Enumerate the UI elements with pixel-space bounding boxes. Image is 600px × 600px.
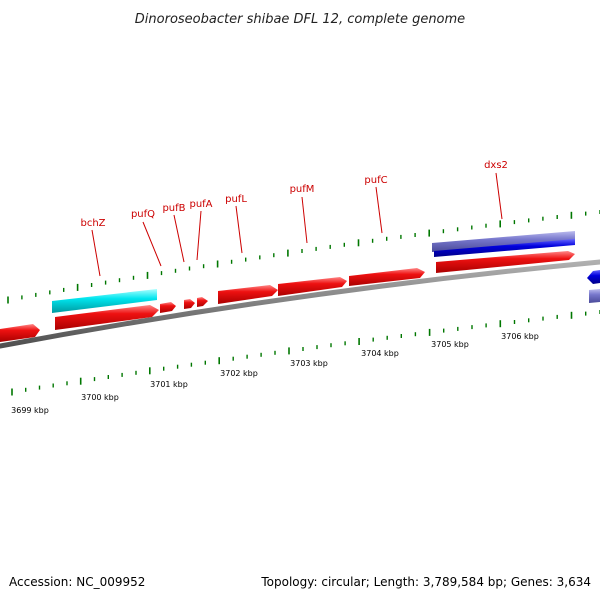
gene-label-layer: bchZ pufQ pufB pufA pufL pufM pufC dxs2 [80,160,508,277]
accession-text: Accession: NC_009952 [9,575,145,589]
forward-gene-track [0,251,575,342]
gene-arrow-dxs2[interactable] [436,251,575,273]
gene-label-bchZ[interactable]: bchZ [80,218,105,229]
scale-label: 3703 kbp [290,359,328,368]
scale-label: 3702 kbp [220,369,258,378]
gene-arrow-pufB[interactable] [184,299,195,309]
leader-line [375,186,383,234]
reverse-gene-arrow[interactable] [434,239,575,257]
outer-tick-row [7,210,600,304]
rna-gene-bar[interactable] [52,289,157,313]
gene-label-dxs2[interactable]: dxs2 [484,160,508,171]
gene-label-pufL[interactable]: pufL [225,194,247,205]
gene-arrow[interactable] [0,324,40,342]
gene-label-pufM[interactable]: pufM [290,184,315,195]
gene-label-pufB[interactable]: pufB [162,203,185,214]
leader-line [301,196,308,244]
reverse-gene-lavender-bar[interactable] [432,231,575,252]
scale-label: 3701 kbp [150,380,188,389]
scale-label: 3699 kbp [11,406,49,415]
leader-line [235,205,243,254]
leader-line [196,210,202,261]
gene-arrow-bchZ[interactable] [55,305,159,330]
gene-arrow-pufA[interactable] [197,297,208,307]
leader-line [173,214,185,263]
scale-labels: 3699 kbp 3700 kbp 3701 kbp 3702 kbp 3703… [11,332,539,415]
gene-label-pufQ[interactable]: pufQ [131,209,155,220]
gene-arrow-pufM[interactable] [278,277,347,296]
reverse-gene-arrow-right[interactable] [587,270,600,284]
scale-label: 3704 kbp [361,349,399,358]
inner-tick-row [11,310,600,396]
leader-line [495,172,503,220]
leader-line [142,221,162,267]
scale-label: 3705 kbp [431,340,469,349]
scale-label: 3706 kbp [501,332,539,341]
gene-label-pufA[interactable]: pufA [189,199,212,210]
gene-arrow-pufQ[interactable] [160,302,176,313]
gene-arrow-pufL[interactable] [218,285,278,304]
genome-stats-text: Topology: circular; Length: 3,789,584 bp… [260,575,591,589]
leader-line [91,229,101,277]
map-title: Dinoroseobacter shibae DFL 12, complete … [135,12,465,27]
gene-arrow-pufC[interactable] [349,268,425,286]
reverse-gene-lavender-bar-right[interactable] [589,289,600,303]
genome-backbone [0,259,600,349]
scale-label: 3700 kbp [81,393,119,402]
gene-label-pufC[interactable]: pufC [364,175,387,186]
